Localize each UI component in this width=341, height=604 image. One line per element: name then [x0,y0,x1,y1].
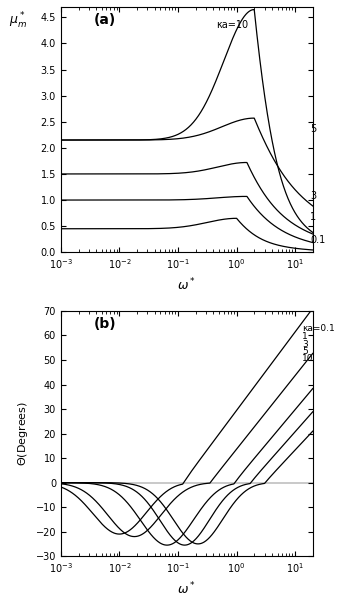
Text: 10: 10 [302,355,313,363]
Text: 3: 3 [302,339,308,349]
Text: (b): (b) [94,317,116,331]
X-axis label: $\omega^*$: $\omega^*$ [177,277,196,293]
Text: 1: 1 [302,332,308,341]
Text: 0.1: 0.1 [310,235,325,245]
Y-axis label: $\Theta$(Degrees): $\Theta$(Degrees) [16,401,30,466]
X-axis label: $\omega^*$: $\omega^*$ [177,580,196,597]
Text: (a): (a) [94,13,116,27]
Text: 5: 5 [302,347,308,356]
Text: κa=10: κa=10 [216,20,248,30]
Text: κa=0.1: κa=0.1 [302,324,335,333]
Y-axis label: $\mu_m^*$: $\mu_m^*$ [9,11,27,31]
Text: 1: 1 [310,212,316,222]
Text: 5: 5 [310,124,316,133]
Text: 3: 3 [310,191,316,201]
